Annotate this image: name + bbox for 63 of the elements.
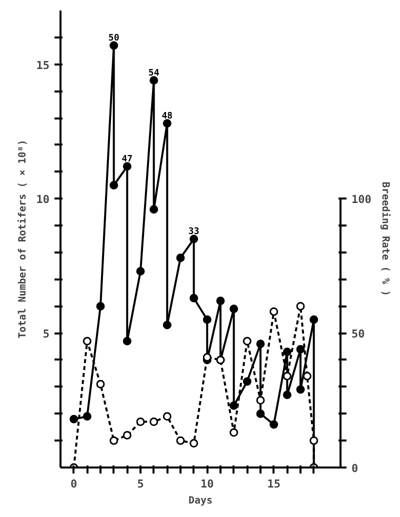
point	[190, 234, 198, 244]
point	[270, 307, 278, 316]
point	[230, 401, 238, 410]
point	[122, 162, 132, 171]
point	[150, 205, 158, 214]
annotation: 47	[122, 154, 133, 164]
point	[310, 436, 318, 445]
annotation: 33	[188, 227, 200, 237]
point	[282, 390, 292, 400]
x-tick-label: 0	[70, 478, 78, 490]
x-tick-label: 10	[200, 478, 214, 490]
point	[110, 180, 118, 190]
point	[190, 439, 198, 448]
point	[242, 336, 252, 346]
point	[162, 320, 172, 330]
point	[302, 372, 312, 380]
y-axis-title: Total Number of Rotifers ( × 10⁸)	[16, 140, 28, 338]
point	[82, 412, 92, 421]
point	[296, 385, 305, 394]
point	[296, 344, 305, 354]
point	[190, 294, 198, 302]
y2-tick-label: 0	[352, 462, 358, 475]
point	[230, 428, 238, 437]
point	[82, 336, 92, 346]
point	[216, 296, 225, 306]
point	[176, 254, 185, 262]
x-tick-label: 5	[137, 478, 144, 490]
y2-axis-title: Breeding Rate ( % )	[379, 182, 392, 296]
point	[162, 119, 172, 128]
point	[122, 336, 132, 346]
point	[70, 414, 78, 424]
point	[270, 420, 278, 429]
x-axis-title: Days	[188, 496, 213, 506]
point	[96, 302, 105, 310]
point	[110, 436, 118, 445]
point	[256, 340, 265, 348]
point	[256, 396, 265, 405]
y-tick-label: 10	[36, 193, 50, 206]
point	[136, 418, 145, 426]
point	[176, 436, 185, 445]
point	[162, 412, 172, 421]
point	[256, 409, 265, 418]
point	[96, 380, 105, 388]
y-tick-label: 15	[36, 58, 50, 72]
point	[122, 431, 132, 440]
point	[150, 76, 158, 85]
y-tick-label: 5	[42, 328, 50, 341]
point	[230, 304, 238, 314]
point	[202, 315, 212, 324]
y2-tick-label: 50	[352, 328, 365, 341]
point	[282, 372, 292, 380]
point	[242, 377, 252, 386]
point	[150, 418, 158, 426]
point	[296, 302, 305, 310]
point	[282, 348, 292, 356]
annotation: 54	[148, 68, 160, 78]
point	[136, 267, 145, 276]
annotation: 48	[162, 111, 173, 122]
point	[310, 315, 318, 324]
annotation: 50	[108, 33, 120, 44]
point	[110, 41, 118, 50]
y2-tick-label: 100	[352, 193, 372, 206]
x-tick-label: 15	[267, 478, 280, 490]
